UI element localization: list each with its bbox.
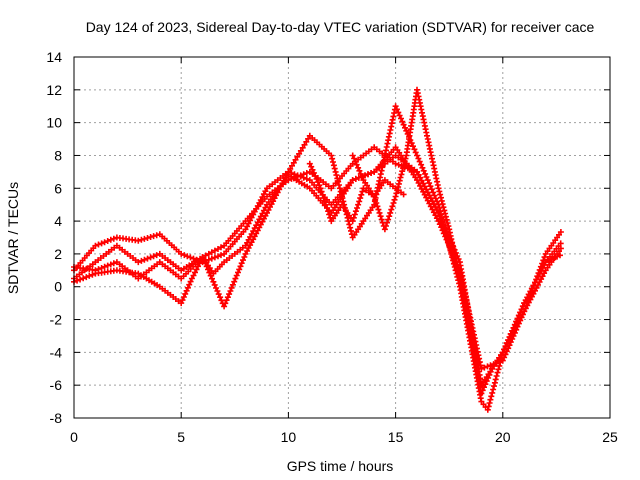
y-tick-label: 6 xyxy=(54,180,62,196)
x-tick-label: 5 xyxy=(177,429,185,445)
data-point-markers xyxy=(306,160,407,225)
y-tick-label: -6 xyxy=(50,377,63,393)
y-tick-label: 12 xyxy=(46,82,62,98)
y-tick-labels: -8 -6 -4 -2 0 2 4 6 8 10 12 14 xyxy=(46,49,62,426)
plot-frame xyxy=(73,56,611,419)
y-axis-title: SDTVAR / TECUs xyxy=(5,182,21,294)
x-tick-label: 10 xyxy=(281,429,297,445)
x-axis-title: GPS time / hours xyxy=(287,458,394,474)
series-track-5 xyxy=(306,160,407,225)
chart-title: Day 124 of 2023, Sidereal Day-to-day VTE… xyxy=(86,19,595,35)
y-tick-label: 0 xyxy=(54,279,62,295)
x-tick-labels: 0 5 10 15 20 25 xyxy=(70,429,618,445)
y-tick-label: -2 xyxy=(50,312,63,328)
x-tick-label: 25 xyxy=(602,429,618,445)
y-tick-label: 10 xyxy=(46,115,62,131)
x-tick-label: 20 xyxy=(495,429,511,445)
x-tick-label: 0 xyxy=(70,429,78,445)
y-tick-label: 2 xyxy=(54,246,62,262)
data-point-markers xyxy=(349,86,484,369)
x-tick-label: 15 xyxy=(388,429,404,445)
y-tick-label: 4 xyxy=(54,213,62,229)
y-tick-label: -8 xyxy=(50,410,63,426)
series-track-6 xyxy=(349,86,484,369)
y-tick-label: 8 xyxy=(54,147,62,163)
y-tick-label: -4 xyxy=(50,344,63,360)
y-tick-label: 14 xyxy=(46,49,62,65)
